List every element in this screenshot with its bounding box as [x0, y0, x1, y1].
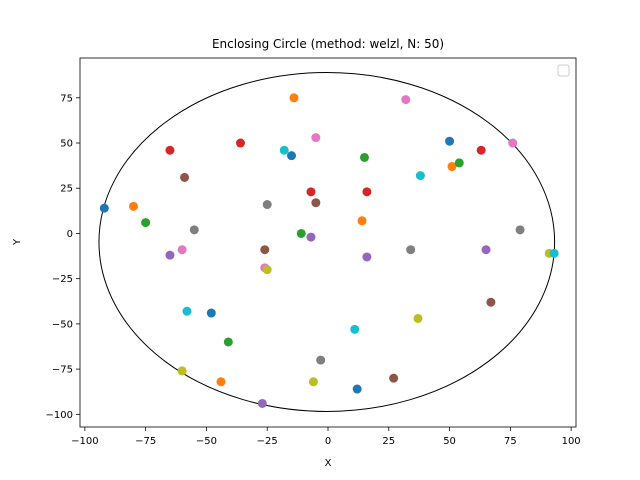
- y-tick-label: −100: [46, 410, 73, 421]
- x-tick-label: −50: [196, 436, 217, 447]
- scatter-point: [128, 201, 138, 211]
- scatter-point: [177, 366, 187, 376]
- scatter-point: [454, 158, 464, 168]
- scatter-point: [306, 232, 316, 242]
- scatter-point: [296, 228, 306, 238]
- scatter-point: [476, 145, 486, 155]
- scatter-point: [165, 250, 175, 260]
- x-tick-label: 75: [504, 436, 517, 447]
- y-tick-label: 25: [60, 184, 73, 195]
- scatter-point: [447, 162, 457, 172]
- scatter-point: [549, 248, 559, 258]
- x-axis-label: X: [325, 458, 332, 469]
- x-axis-ticks: −100 −75 −50 −25 0 25 50 75 100: [71, 427, 581, 447]
- scatter-point: [99, 203, 109, 213]
- scatter-point: [316, 355, 326, 365]
- scatter-point: [206, 308, 216, 318]
- scatter-point: [289, 93, 299, 103]
- y-tick-label: −75: [52, 365, 73, 376]
- scatter-point: [182, 306, 192, 316]
- scatter-point: [359, 152, 369, 162]
- scatter-point: [257, 398, 267, 408]
- scatter-point: [177, 245, 187, 255]
- scatter-point: [515, 225, 525, 235]
- y-tick-label: 50: [60, 139, 73, 150]
- scatter-point: [223, 337, 233, 347]
- chart-title: Enclosing Circle (method: welzl, N: 50): [212, 37, 444, 51]
- x-tick-label: −100: [71, 436, 98, 447]
- scatter-points: [99, 93, 559, 408]
- enclosing-circle: [98, 71, 556, 412]
- scatter-point: [362, 252, 372, 262]
- scatter-point: [262, 265, 272, 275]
- scatter-point: [260, 245, 270, 255]
- y-tick-label: 75: [60, 93, 73, 104]
- scatter-point: [262, 200, 272, 210]
- y-axis-label: Y: [12, 238, 23, 246]
- scatter-point: [401, 95, 411, 105]
- scatter-point: [413, 313, 423, 323]
- legend-box: [557, 64, 570, 77]
- scatter-point: [415, 171, 425, 181]
- y-tick-label: 0: [67, 229, 73, 240]
- y-tick-label: −50: [52, 319, 73, 330]
- y-tick-label: −25: [52, 274, 73, 285]
- scatter-point: [389, 373, 399, 383]
- x-tick-label: 0: [325, 436, 331, 447]
- x-tick-label: 100: [562, 436, 581, 447]
- scatter-point: [279, 145, 289, 155]
- scatter-point: [445, 136, 455, 146]
- scatter-point: [287, 151, 297, 161]
- scatter-point: [362, 187, 372, 197]
- x-tick-label: −75: [135, 436, 156, 447]
- y-axis-ticks: −100 −75 −50 −25 0 25 50 75: [46, 93, 80, 421]
- plot-frame: [79, 57, 577, 428]
- scatter-point: [235, 138, 245, 148]
- scatter-point: [352, 384, 362, 394]
- scatter-point: [180, 172, 190, 182]
- scatter-point: [406, 245, 416, 255]
- x-tick-label: 25: [382, 436, 395, 447]
- scatter-point: [311, 198, 321, 208]
- scatter-point: [308, 377, 318, 387]
- x-tick-label: 50: [443, 436, 456, 447]
- scatter-point: [508, 138, 518, 148]
- scatter-point: [350, 324, 360, 334]
- scatter-point: [189, 225, 199, 235]
- scatter-point: [165, 145, 175, 155]
- scatter-point: [357, 216, 367, 226]
- scatter-point: [216, 377, 226, 387]
- scatter-point: [486, 297, 496, 307]
- scatter-point: [141, 218, 151, 228]
- scatter-point: [306, 187, 316, 197]
- scatter-point: [481, 245, 491, 255]
- x-tick-label: −25: [257, 436, 278, 447]
- scatter-point: [311, 133, 321, 143]
